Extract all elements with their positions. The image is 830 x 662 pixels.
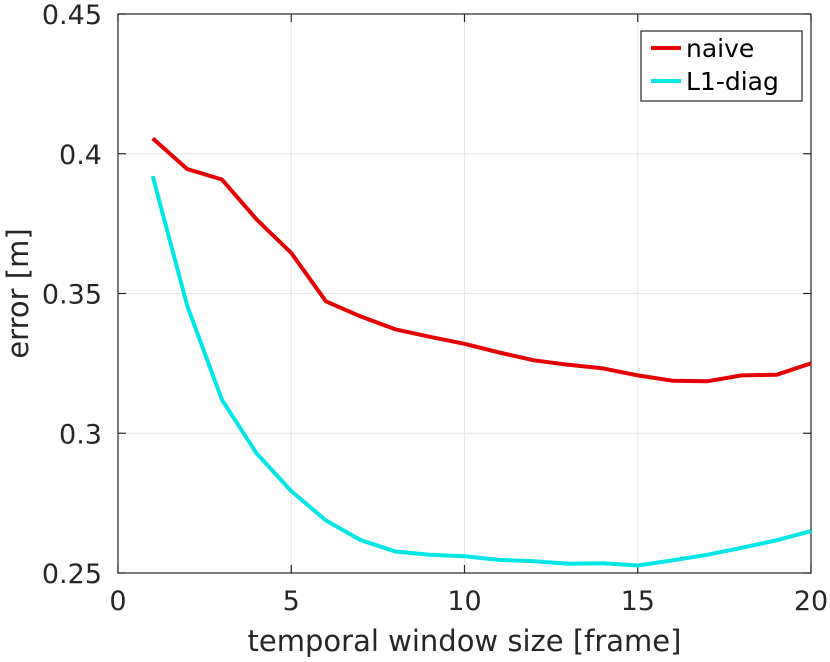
y-tick-label: 0.4 bbox=[59, 140, 102, 171]
series-line-l1-diag bbox=[150, 175, 812, 568]
axis-ticks: 0 5 10 15 20 0.25 0.3 0.35 0.4 0.45 bbox=[42, 0, 828, 617]
x-tick-label: 10 bbox=[447, 586, 481, 617]
y-axis-label: error [m] bbox=[1, 228, 35, 358]
x-axis-label: temporal window size [frame] bbox=[248, 624, 682, 658]
y-tick-label: 0.3 bbox=[59, 419, 102, 450]
series-layer bbox=[150, 136, 812, 568]
legend-label: L1-diag bbox=[686, 67, 779, 96]
x-tick-label: 15 bbox=[621, 586, 655, 617]
y-tick-label: 0.45 bbox=[42, 0, 102, 31]
y-tick-label: 0.25 bbox=[42, 559, 102, 590]
x-tick-label: 0 bbox=[109, 586, 126, 617]
x-tick-label: 5 bbox=[283, 586, 300, 617]
y-tick-label: 0.35 bbox=[42, 280, 102, 311]
x-tick-label: 20 bbox=[794, 586, 828, 617]
legend-label: naive bbox=[686, 34, 754, 63]
legend-box bbox=[640, 30, 803, 102]
series-line-naive bbox=[151, 136, 812, 384]
legend: naive L1-diag bbox=[640, 30, 803, 102]
